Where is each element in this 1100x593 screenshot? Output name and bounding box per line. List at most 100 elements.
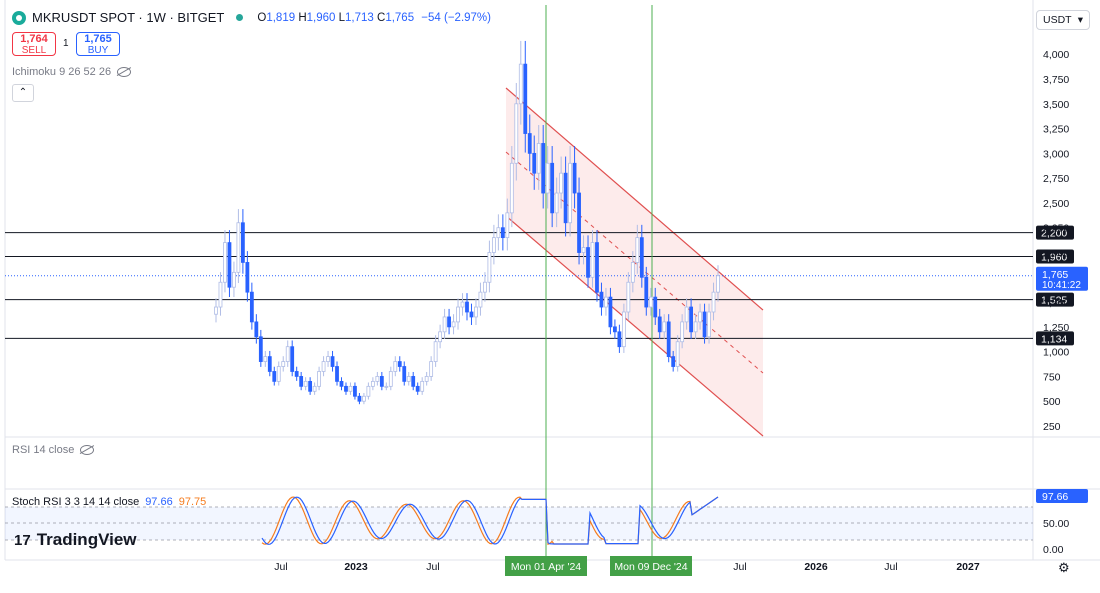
candle-body (586, 247, 590, 278)
candle-body (545, 162, 550, 194)
candle-body (285, 346, 290, 362)
price-axis-tick: 1,000 (1043, 347, 1069, 359)
candle-body (689, 306, 694, 333)
candle-body (379, 376, 384, 387)
candle-body (267, 356, 272, 372)
price-axis-tick: 3,750 (1043, 74, 1069, 86)
candle-body (357, 395, 362, 402)
candle-body (572, 162, 577, 194)
candle-body (232, 271, 236, 288)
candle-body (411, 376, 416, 387)
candle-body (581, 247, 586, 253)
candle-body (303, 380, 308, 387)
price-axis-tick: 4,000 (1043, 49, 1069, 61)
candle-body (447, 316, 451, 328)
candle-body (214, 306, 218, 315)
time-axis-tick: 2026 (804, 561, 828, 573)
candle-body (514, 103, 519, 164)
price-axis-tick: 2,000 (1043, 248, 1069, 260)
candle-body (559, 172, 564, 194)
candle-body (554, 192, 559, 214)
candle-body (680, 321, 685, 343)
candle-body (424, 376, 429, 382)
candle-body (276, 366, 281, 382)
candle-body (370, 380, 375, 387)
candle-body (249, 291, 254, 323)
last-price-tag (1036, 266, 1088, 291)
candle-body (402, 366, 407, 382)
candle-body (420, 380, 425, 392)
candle-body (299, 376, 304, 387)
gear-icon[interactable]: ⚙ (1058, 560, 1070, 575)
candle-body (438, 331, 443, 343)
candle-body (429, 361, 434, 377)
date-marker-tag (505, 556, 587, 576)
hide-eye-icon[interactable] (117, 67, 132, 77)
candle-body (263, 356, 268, 362)
candle-body (272, 371, 277, 382)
time-axis-tick: Jul (733, 561, 746, 573)
stoch-axis-tick: 0.00 (1043, 544, 1064, 556)
candle-body (442, 316, 447, 333)
candle-body (281, 361, 286, 367)
last-price-label: 1,765 (1042, 269, 1068, 281)
date-marker-label: Mon 01 Apr '24 (511, 561, 581, 573)
candle-body (415, 385, 420, 392)
price-axis-tick: 3,000 (1043, 148, 1069, 160)
candle-body (254, 321, 259, 338)
candle-body (662, 321, 667, 333)
candle-body (384, 385, 389, 388)
stoch-rsi-label[interactable]: Stoch RSI 3 3 14 14 close 97.66 97.75 (12, 496, 207, 508)
candle-body (258, 336, 263, 362)
candle-body (236, 222, 241, 273)
spread-value: 1 (63, 38, 69, 49)
candle-body (240, 222, 245, 263)
level-price-tag (1036, 225, 1074, 240)
candle-body (617, 331, 622, 348)
time-axis-tick: 2023 (344, 561, 368, 573)
collapse-indicators-button[interactable]: ⌃ (12, 84, 34, 102)
price-axis-tick: 1,500 (1043, 297, 1069, 309)
candle-body (218, 281, 223, 308)
stoch-k-value: 97.66 (145, 496, 173, 508)
candle-body (321, 361, 326, 372)
chevron-down-icon: ▾ (1077, 14, 1083, 26)
candle-body (693, 321, 698, 333)
ichimoku-indicator-label[interactable]: Ichimoku 9 26 52 26 (12, 66, 132, 78)
sell-button[interactable]: 1,764 SELL (12, 32, 56, 56)
candle-body (626, 281, 631, 313)
price-axis-tick: 500 (1043, 396, 1061, 408)
candle-body (563, 172, 568, 224)
candle-body (532, 152, 537, 174)
rsi-indicator-label[interactable]: RSI 14 close (12, 444, 95, 456)
time-axis-tick: 2027 (956, 561, 980, 573)
candle-body (496, 227, 501, 239)
level-price-label: 1,960 (1041, 251, 1067, 263)
candle-body (388, 371, 393, 387)
time-axis-tick: Jul (884, 561, 897, 573)
candle-body (707, 311, 711, 338)
candle-body (635, 237, 640, 263)
price-axis-tick: 2,500 (1043, 198, 1069, 210)
stoch-value-label: 97.66 (1042, 491, 1068, 503)
candle-body (353, 385, 357, 397)
hide-eye-icon[interactable] (80, 445, 95, 455)
candle-body (648, 296, 653, 308)
stoch-band (5, 507, 1033, 540)
tradingview-logo[interactable]: 17 TradingView (14, 530, 137, 549)
candle-body (666, 321, 671, 358)
time-axis-tick: Jul (274, 561, 287, 573)
stoch-d-value: 97.75 (178, 496, 207, 508)
candle-body (330, 356, 335, 367)
buy-button[interactable]: 1,765 BUY (76, 32, 120, 56)
candle-body (483, 281, 487, 293)
currency-selector[interactable]: USDT ▾ (1036, 10, 1090, 30)
stoch-k-line (261, 496, 719, 545)
candle-body (339, 380, 344, 387)
symbol-title[interactable]: MKRUSDT SPOT · 1W · BITGET (32, 10, 225, 25)
candle-body (621, 311, 626, 348)
candle-body (393, 361, 398, 372)
candle-body (595, 242, 599, 293)
